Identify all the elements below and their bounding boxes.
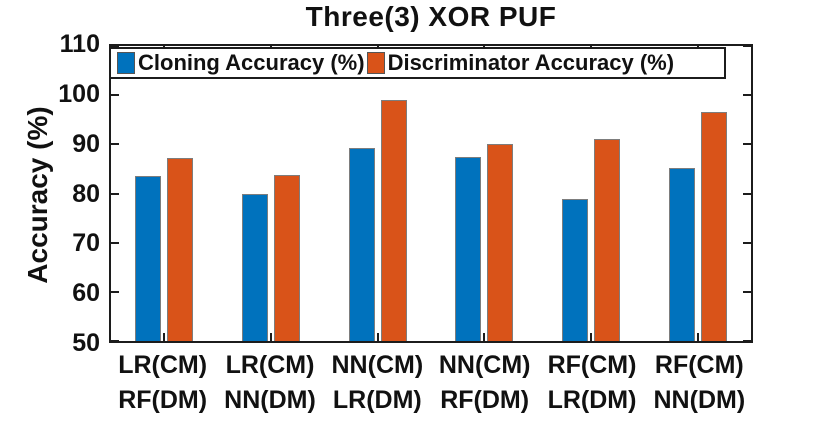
x-group-label-line2: LR(DM): [547, 386, 637, 414]
y-tick-mark: [743, 143, 751, 146]
cloning-bar: [135, 176, 162, 341]
x-group-label: RF(CM) NN(DM): [654, 348, 746, 418]
y-tick-mark: [743, 241, 751, 244]
chart-title: Three(3) XOR PUF: [305, 1, 557, 32]
x-tick-mark: [590, 333, 592, 341]
x-tick-mark: [483, 333, 486, 341]
y-tick-mark: [111, 290, 119, 293]
x-group-label-line2: RF(DM): [440, 386, 530, 414]
plot-area: Cloning Accuracy (%) Discriminator Accur…: [109, 44, 753, 343]
x-group-label-line1: RF(CM): [547, 351, 637, 379]
x-group-label-line1: LR(CM): [118, 351, 208, 379]
y-tick-label: 70: [72, 229, 100, 258]
discriminator-bar: [594, 139, 620, 341]
y-axis-tick-labels: 110 100 90 80 70 60 50: [0, 30, 100, 357]
y-tick-label: 110: [59, 30, 100, 58]
y-tick-mark: [111, 45, 119, 47]
cloning-series-swatch-icon: [117, 52, 135, 74]
x-group-label-line1: RF(CM): [654, 351, 744, 379]
x-group-label-line1: NN(CM): [331, 351, 424, 379]
discriminator-series-swatch-icon: [366, 52, 385, 74]
x-group-label-line2: RF(DM): [118, 386, 208, 414]
x-tick-mark: [696, 333, 699, 341]
legend: Cloning Accuracy (%) Discriminator Accur…: [109, 47, 726, 79]
cloning-bar: [562, 199, 588, 341]
y-tick-mark: [743, 45, 751, 47]
y-tick-label: 100: [58, 79, 100, 108]
y-tick-mark: [111, 94, 119, 97]
discriminator-bar: [700, 111, 727, 341]
x-group-label-line2: NN(DM): [224, 386, 316, 414]
y-tick-mark: [111, 143, 119, 146]
discriminator-bar: [380, 100, 407, 341]
y-tick-mark: [743, 340, 751, 342]
y-tick-label: 80: [72, 179, 100, 208]
cloning-bar: [348, 147, 375, 341]
x-tick-mark: [163, 333, 166, 341]
x-group-label: RF(CM) LR(DM): [548, 348, 637, 418]
x-group-label-line2: LR(DM): [332, 386, 422, 414]
x-axis-tick-labels: LR(CM) RF(DM) LR(CM) NN(DM) NN(CM) LR(DM) NN(C…: [109, 348, 753, 420]
discriminator-bar: [167, 157, 194, 341]
y-tick-label: 60: [72, 279, 100, 308]
discriminator-series-label: Discriminator Accuracy (%): [387, 50, 675, 75]
y-tick-mark: [111, 241, 119, 244]
x-group-label-line1: LR(CM): [225, 351, 315, 379]
y-tick-mark: [743, 94, 751, 97]
y-tick-label: 50: [72, 329, 100, 357]
x-group-label-line1: NN(CM): [438, 351, 531, 379]
cloning-bar: [668, 167, 695, 341]
y-tick-label: 90: [72, 129, 100, 158]
x-group-label: NN(CM) LR(DM): [332, 348, 424, 418]
y-tick-mark: [743, 290, 751, 293]
x-group-label: LR(CM) RF(DM): [118, 348, 207, 418]
cloning-bar: [455, 156, 482, 341]
discriminator-bar: [274, 174, 300, 341]
x-tick-mark: [376, 333, 379, 341]
x-tick-mark: [270, 333, 272, 341]
x-group-label: LR(CM) NN(DM): [224, 348, 316, 418]
cloning-bar: [242, 193, 268, 341]
y-tick-mark: [111, 340, 119, 342]
y-tick-mark: [743, 192, 751, 195]
y-tick-mark: [111, 192, 119, 195]
x-group-label: NN(CM) RF(DM): [439, 348, 531, 418]
discriminator-bar: [487, 143, 514, 341]
cloning-series-label: Cloning Accuracy (%): [138, 50, 365, 75]
x-group-label-line2: NN(DM): [653, 386, 746, 414]
